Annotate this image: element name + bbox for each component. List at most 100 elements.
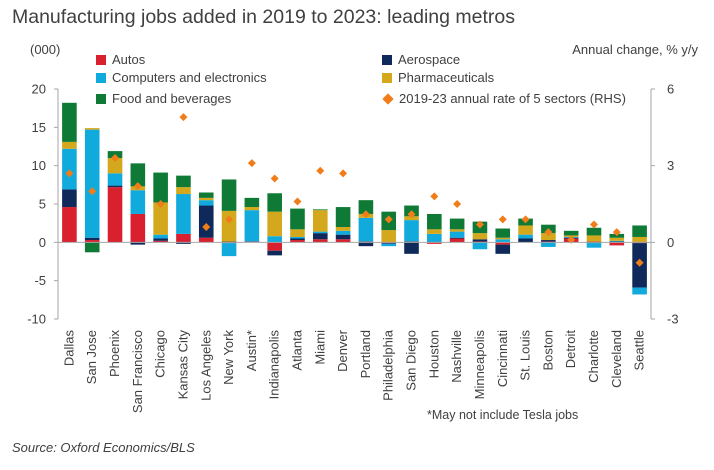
bar-segment-computers-and-electronics-atlanta (290, 236, 305, 239)
category-label-portland: Portland (358, 330, 373, 378)
legend-swatch-computers-electronics (96, 73, 106, 83)
category-label-san-francisco: San Francisco (130, 330, 145, 413)
bar-segment-pharmaceuticals-minneapolis (472, 233, 488, 240)
category-label-phoenix: Phoenix (107, 330, 122, 377)
bar-segment-pharmaceuticals-new-york (221, 210, 237, 242)
bar-segment-pharmaceuticals-st-louis (518, 225, 533, 235)
bar-segment-food-and-beverages-detroit (563, 230, 579, 236)
bar-segment-computers-and-electronics-phoenix (107, 173, 123, 186)
bar-segment-aerospace-phoenix (107, 185, 123, 188)
bar-segment-food-and-beverages-denver (335, 207, 351, 227)
legend-autos: Autos (96, 52, 145, 67)
bar-segment-computers-and-electronics-austin (244, 210, 260, 242)
bar-segment-aerospace-atlanta (290, 238, 305, 241)
bar-segment-autos-los-angeles (198, 237, 214, 243)
bar-segment-food-and-beverages-indianapolis (267, 193, 282, 212)
bar-segment-aerospace-san-francisco (130, 242, 146, 245)
rate-marker-indianapolis (270, 174, 279, 183)
bar-segment-aerospace-los-angeles (198, 205, 214, 238)
bar-segment-aerospace-kansas-city (176, 242, 191, 244)
bar-segment-food-and-beverages-miami (312, 209, 328, 211)
rate-marker-los-angeles (202, 223, 211, 231)
bar-segment-computers-and-electronics-cincinnati (495, 239, 511, 243)
left-y-tick-label: 15 (32, 120, 46, 135)
bar-segment-food-and-beverages-new-york (221, 179, 237, 211)
bar-segment-aerospace-boston (541, 240, 556, 242)
left-y-tick-label: 10 (32, 158, 46, 173)
rate-marker-cleveland (612, 228, 621, 237)
bar-segment-aerospace-cincinnati (495, 244, 511, 254)
bar-segment-aerospace-philadelphia (381, 243, 397, 244)
rate-marker-nashville (453, 200, 462, 208)
category-label-los-angeles: Los Angeles (198, 330, 213, 401)
bar-segment-pharmaceuticals-houston (427, 229, 442, 234)
bar-segment-autos-chicago (153, 240, 168, 243)
bar-segment-pharmaceuticals-kansas-city (176, 187, 191, 195)
legend-aerospace: Aerospace (382, 52, 460, 67)
bar-segment-computers-and-electronics-dallas (62, 148, 77, 190)
bar-segment-computers-and-electronics-denver (335, 230, 351, 235)
bar-segment-food-and-beverages-houston (427, 213, 442, 230)
rate-marker-san-jose (88, 187, 97, 196)
bar-segment-autos-nashville (449, 238, 465, 243)
category-label-cincinnati: Cincinnati (495, 330, 510, 387)
rate-marker-boston (544, 228, 553, 237)
category-label-san-jose: San Jose (84, 330, 99, 384)
bar-segment-computers-and-electronics-seattle (632, 287, 647, 295)
left-y-tick-label: 0 (39, 235, 46, 250)
bar-segment-food-and-beverages-seattle (632, 225, 647, 237)
bar-segment-food-and-beverages-cincinnati (495, 228, 511, 238)
legend-label-computers-electronics: Computers and electronics (112, 70, 267, 85)
category-label-houston: Houston (426, 330, 441, 378)
legend-swatch-aerospace (382, 55, 392, 65)
category-label-minneapolis: Minneapolis (472, 330, 487, 400)
rate-marker-st-louis (521, 215, 530, 224)
bar-segment-pharmaceuticals-miami (312, 210, 328, 232)
left-y-tick-label: 5 (39, 197, 46, 212)
bar-segment-autos-indianapolis (267, 242, 282, 251)
bar-segment-pharmaceuticals-boston (541, 233, 556, 241)
rate-marker-cincinnati (498, 215, 507, 224)
category-label-austin: Austin* (244, 330, 259, 371)
legend-computers-electronics: Computers and electronics (96, 70, 267, 85)
bar-segment-food-and-beverages-nashville (449, 218, 465, 230)
category-label-cleveland: Cleveland (609, 330, 624, 388)
bar-segment-computers-and-electronics-kansas-city (176, 194, 191, 234)
bar-segment-autos-san-francisco (130, 213, 146, 243)
bar-segment-pharmaceuticals-dallas (62, 141, 77, 149)
legend-annual-rate: 2019-23 annual rate of 5 sectors (RHS) (382, 91, 626, 106)
legend-pharmaceuticals: Pharmaceuticals (382, 70, 494, 85)
bar-segment-aerospace-san-jose (84, 237, 100, 241)
category-label-miami: Miami (312, 330, 327, 365)
bar-segment-pharmaceuticals-phoenix (107, 158, 123, 174)
bar-segment-pharmaceuticals-atlanta (290, 229, 305, 237)
bar-segment-computers-and-electronics-charlotte (586, 243, 602, 248)
right-y-tick-label: 6 (667, 82, 674, 97)
bar-segment-food-and-beverages-kansas-city (176, 175, 191, 188)
bar-segment-computers-and-electronics-miami (312, 231, 328, 234)
bar-segment-computers-and-electronics-boston (541, 242, 556, 247)
source-note: Source: Oxford Economics/BLS (12, 440, 195, 455)
bar-segment-food-and-beverages-charlotte (586, 227, 602, 236)
category-label-boston: Boston (540, 330, 555, 370)
category-label-st-louis: St. Louis (518, 330, 533, 381)
bar-segment-computers-and-electronics-new-york (221, 243, 237, 257)
bar-segment-computers-and-electronics-portland (358, 217, 374, 242)
rate-marker-kansas-city (179, 113, 188, 122)
right-axis-unit: Annual change, % y/y (572, 42, 698, 57)
rate-marker-chicago (156, 200, 165, 208)
category-label-san-diego: San Diego (404, 330, 419, 391)
rate-marker-charlotte (589, 220, 598, 229)
bar-segment-aerospace-dallas (62, 189, 77, 208)
bar-segment-computers-and-electronics-nashville (449, 231, 465, 238)
left-y-tick-label: 20 (32, 82, 46, 97)
bar-segment-pharmaceuticals-los-angeles (198, 197, 214, 201)
legend-swatch-autos (96, 55, 106, 65)
rate-marker-miami (316, 166, 325, 175)
rate-marker-seattle (635, 258, 644, 267)
bar-segment-computers-and-electronics-houston (427, 233, 442, 243)
rate-marker-atlanta (293, 197, 302, 206)
bar-segment-food-and-beverages-san-jose (84, 242, 100, 253)
rate-marker-portland (361, 210, 370, 219)
bar-segment-autos-phoenix (107, 187, 123, 243)
